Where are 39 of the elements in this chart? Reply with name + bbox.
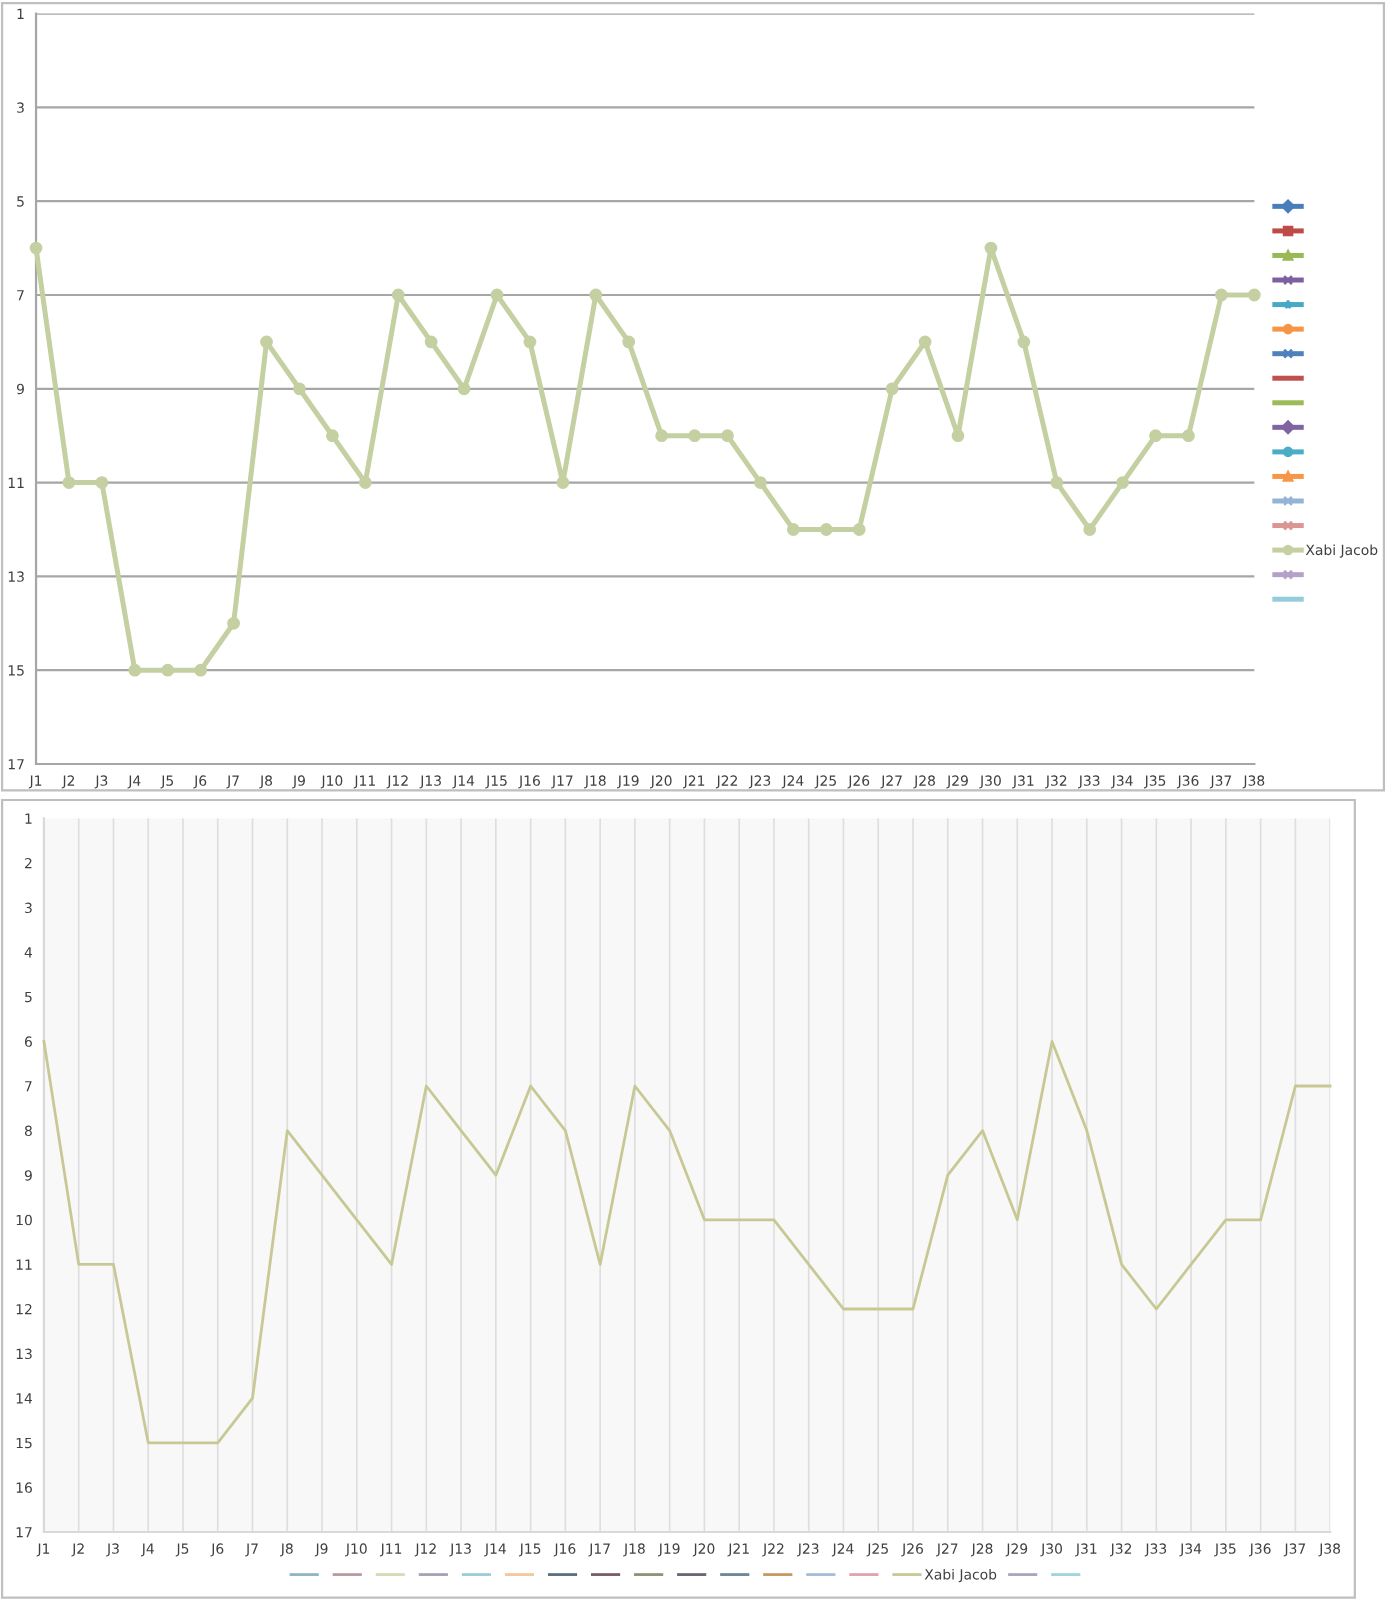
point (293, 382, 306, 396)
point (918, 335, 932, 349)
point (984, 241, 998, 255)
point (194, 663, 208, 677)
point (227, 616, 240, 630)
point (556, 476, 570, 489)
point (655, 429, 669, 443)
point (457, 382, 471, 396)
point (1247, 288, 1261, 302)
point (29, 241, 43, 255)
point (589, 288, 603, 302)
point (1149, 429, 1162, 443)
point (754, 476, 767, 489)
point (1017, 335, 1031, 349)
point (391, 288, 405, 302)
point (161, 663, 175, 677)
line-series (42, 1040, 1332, 1445)
point (1116, 476, 1130, 489)
point (62, 476, 76, 489)
point (622, 335, 636, 349)
point (128, 663, 142, 677)
point (260, 335, 273, 349)
point (1182, 429, 1195, 443)
point (688, 429, 701, 443)
point (951, 429, 965, 443)
point (424, 335, 438, 349)
point (721, 429, 734, 443)
point (885, 382, 899, 396)
point (490, 288, 504, 302)
point (1215, 288, 1228, 302)
point (819, 523, 833, 536)
point (95, 476, 109, 489)
point (1050, 476, 1064, 489)
point (852, 523, 866, 536)
point (358, 476, 372, 489)
point (325, 429, 339, 443)
point (786, 523, 800, 536)
point (523, 335, 537, 349)
point (1083, 523, 1097, 536)
